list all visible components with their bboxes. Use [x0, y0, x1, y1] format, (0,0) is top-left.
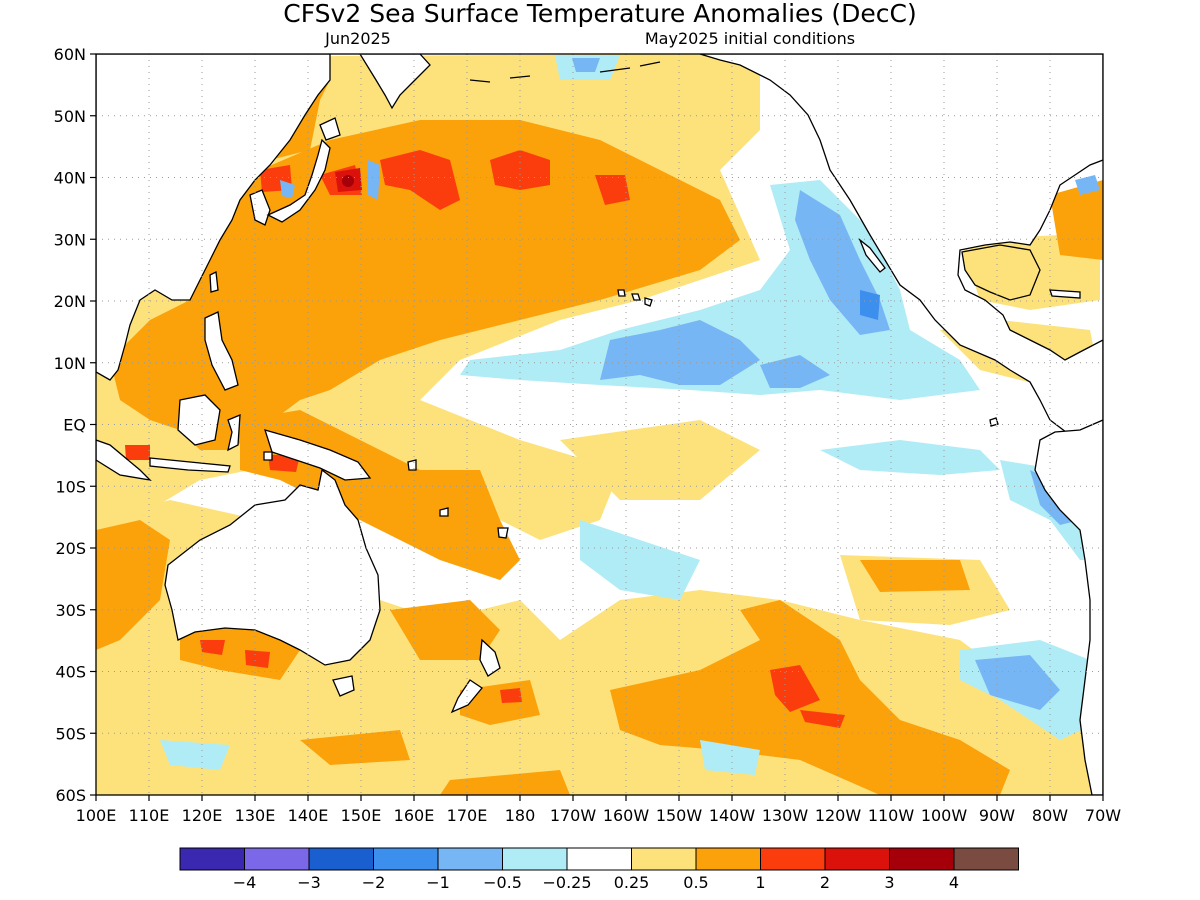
subtitle-initial-conditions: May2025 initial conditions [645, 29, 855, 48]
colorbar-swatch [244, 847, 310, 871]
colorbar-label: 0.5 [683, 873, 708, 892]
colorbar-swatch [889, 847, 955, 871]
colorbar-label: −1 [426, 873, 450, 892]
longitude-tick-label: 80W [1032, 806, 1068, 825]
longitude-tick-label: 70W [1085, 806, 1121, 825]
latitude-tick-label: 50S [55, 724, 86, 743]
hokkaido-landmass [319, 117, 341, 141]
colorbar-label: −2 [362, 873, 386, 892]
colorbar-label: −3 [297, 873, 321, 892]
longitude-tick-label: 140E [288, 806, 329, 825]
latitude-tick-label: 30N [54, 230, 86, 249]
anomaly-3-4-regions [342, 175, 354, 187]
colorbar-swatch [179, 847, 245, 871]
colorbar-swatch [953, 847, 1019, 871]
north-america-landmass [699, 54, 1103, 436]
latitude-tick-label: 20N [54, 292, 86, 311]
colorbar-label: 0.25 [614, 873, 650, 892]
longitude-tick-label: 130W [762, 806, 809, 825]
colorbar-swatch [502, 847, 568, 871]
latitude-axis: 60N 50N 40N 30N 20N 10N EQ 10S 20S 30S 40S 50S 60S [54, 45, 96, 805]
pacific-small-islands [263, 451, 509, 539]
kamchatka-landmass [359, 54, 431, 110]
colorbar-label: −0.5 [483, 873, 522, 892]
colorbar-swatch [566, 847, 632, 871]
australia-landmass [164, 468, 381, 666]
longitude-tick-label: 160W [603, 806, 650, 825]
figure-title: CFSv2 Sea Surface Temperature Anomalies … [283, 0, 916, 28]
south-america-landmass [1034, 419, 1103, 795]
longitude-tick-label: 120E [182, 806, 223, 825]
latitude-tick-label: 60N [54, 45, 86, 64]
longitude-tick-label: 170E [447, 806, 488, 825]
latitude-tick-label: 50N [54, 107, 86, 126]
latitude-tick-label: EQ [63, 416, 86, 435]
borneo-landmass [177, 394, 221, 446]
gulf-of-mexico [961, 244, 1041, 301]
philippines-landmass [204, 311, 239, 391]
java-landmass [149, 457, 231, 473]
colorbar-label: −4 [233, 873, 257, 892]
latitude-tick-label: 10S [55, 477, 86, 496]
longitude-tick-label: 100W [921, 806, 968, 825]
latitude-tick-label: 30S [55, 601, 86, 620]
longitude-axis: 100E 110E 120E 130E 140E 150E 160E 170E 180 170W 1… [76, 795, 1121, 825]
colorbar-swatch [760, 847, 826, 871]
colorbar-swatch [308, 847, 374, 871]
subtitle-valid-month: Jun2025 [324, 29, 391, 48]
colorbar-swatch [824, 847, 890, 871]
coastlines [96, 54, 1103, 795]
latitude-tick-label: 40S [55, 663, 86, 682]
colorbar-label: 2 [820, 873, 830, 892]
longitude-tick-label: 160E [394, 806, 435, 825]
latitude-tick-label: 60S [55, 786, 86, 805]
colorbar-swatch [631, 847, 697, 871]
longitude-tick-label: 130E [235, 806, 276, 825]
sulawesi-landmass [227, 413, 241, 452]
caribbean-islands [1049, 289, 1081, 299]
longitude-tick-label: 150E [341, 806, 382, 825]
longitude-tick-label: 180 [505, 806, 536, 825]
baja-california [858, 237, 886, 273]
longitude-tick-label: 140W [709, 806, 756, 825]
longitude-tick-label: 110E [129, 806, 170, 825]
latitude-tick-label: 10N [54, 354, 86, 373]
aleutian-islands [469, 61, 661, 83]
longitude-tick-label: 110W [868, 806, 915, 825]
colorbar-label: 1 [755, 873, 765, 892]
longitude-tick-label: 120W [815, 806, 862, 825]
colorbar-label: −0.25 [542, 873, 591, 892]
sumatra-landmass [96, 439, 152, 481]
japan-landmass [266, 138, 331, 223]
asia-mainland [96, 54, 331, 381]
colorbar-swatch [373, 847, 439, 871]
longitude-tick-label: 170W [550, 806, 597, 825]
longitude-tick-label: 150W [656, 806, 703, 825]
tasmania-landmass [332, 675, 355, 697]
colorbar-label: 3 [884, 873, 894, 892]
colorbar-label: 4 [949, 873, 959, 892]
latitude-tick-label: 40N [54, 169, 86, 188]
colorbar-swatch [437, 847, 503, 871]
longitude-tick-label: 100E [76, 806, 117, 825]
colorbar-swatch [695, 847, 761, 871]
new-zealand-north [479, 638, 501, 677]
hawaii-islands [617, 289, 653, 307]
colorbar: −4 −3 −2 −1 −0.5 −0.25 0.25 0.5 1 2 3 4 [179, 847, 1019, 892]
taiwan-landmass [209, 271, 219, 293]
anomaly-neg1-neg2-regions [860, 290, 880, 320]
new-guinea-landmass [264, 429, 372, 481]
latitude-tick-label: 20S [55, 539, 86, 558]
longitude-tick-label: 90W [979, 806, 1015, 825]
